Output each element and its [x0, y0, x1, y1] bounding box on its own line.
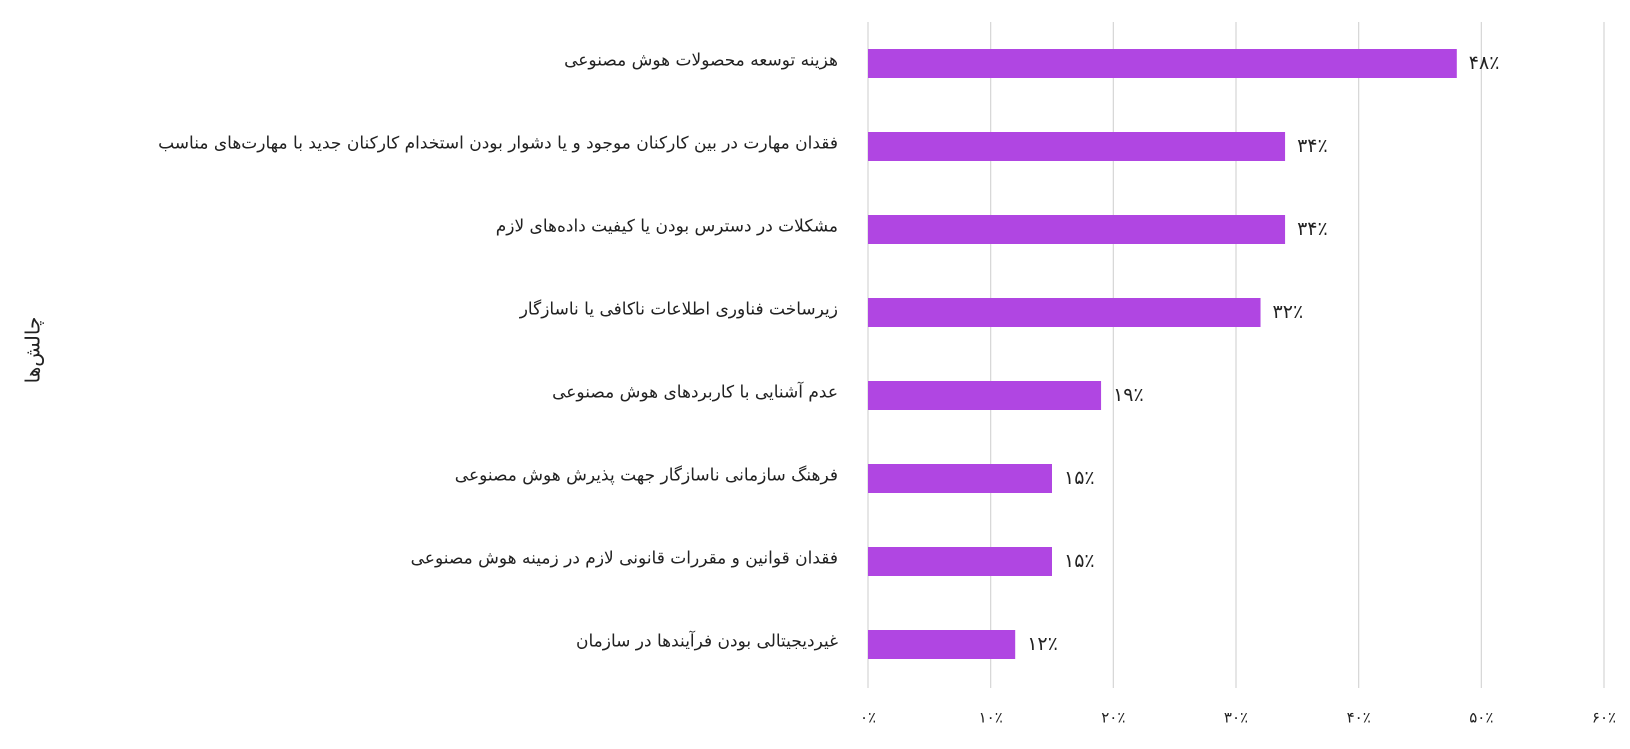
- value-label: ۳۴٪: [1297, 218, 1328, 240]
- category-label: غیردیجیتالی بودن فرآیندها در سازمان: [576, 630, 838, 652]
- x-tick-label: ۱۰٪: [979, 709, 1003, 727]
- category-label: فقدان قوانین و مقررات قانونی لازم در زمی…: [411, 549, 838, 569]
- bar: [868, 630, 1016, 659]
- x-tick-label: ۴۰٪: [1347, 709, 1371, 727]
- value-label: ۱۹٪: [1113, 384, 1144, 406]
- value-label: ۱۵٪: [1064, 550, 1095, 572]
- category-label: زیرساخت فناوری اطلاعات ناکافی یا ناسازگا…: [519, 299, 838, 320]
- category-label: مشکلات در دسترس بودن یا کیفیت داده‌های ل…: [496, 217, 838, 237]
- y-axis-title: چالش‌ها: [21, 317, 45, 384]
- value-label: ۳۲٪: [1273, 301, 1304, 323]
- x-tick-label: ۲۰٪: [1101, 709, 1125, 727]
- bar: [868, 547, 1052, 576]
- value-label: ۴۸٪: [1469, 52, 1500, 74]
- bar: [868, 381, 1102, 410]
- bar: [868, 215, 1286, 244]
- value-label: ۳۴٪: [1297, 135, 1328, 157]
- x-tick-label: ۰٪: [860, 709, 876, 727]
- category-label: فرهنگ سازمانی ناسازگار جهت پذیرش هوش مصن…: [455, 465, 838, 486]
- bar: [868, 49, 1457, 78]
- bar: [868, 132, 1286, 161]
- bar: [868, 464, 1052, 493]
- value-label: ۱۵٪: [1064, 467, 1095, 489]
- category-label: هزینه توسعه محصولات هوش مصنوعی: [564, 51, 838, 71]
- value-label: ۱۲٪: [1027, 633, 1058, 655]
- x-tick-label: ۵۰٪: [1469, 709, 1493, 727]
- category-label: فقدان مهارت در بین کارکنان موجود و یا دش…: [158, 134, 838, 154]
- category-label: عدم آشنایی با کاربردهای هوش مصنوعی: [552, 381, 838, 403]
- x-tick-label: ۶۰٪: [1592, 709, 1616, 727]
- bar: [868, 298, 1261, 327]
- x-tick-label: ۳۰٪: [1224, 709, 1248, 727]
